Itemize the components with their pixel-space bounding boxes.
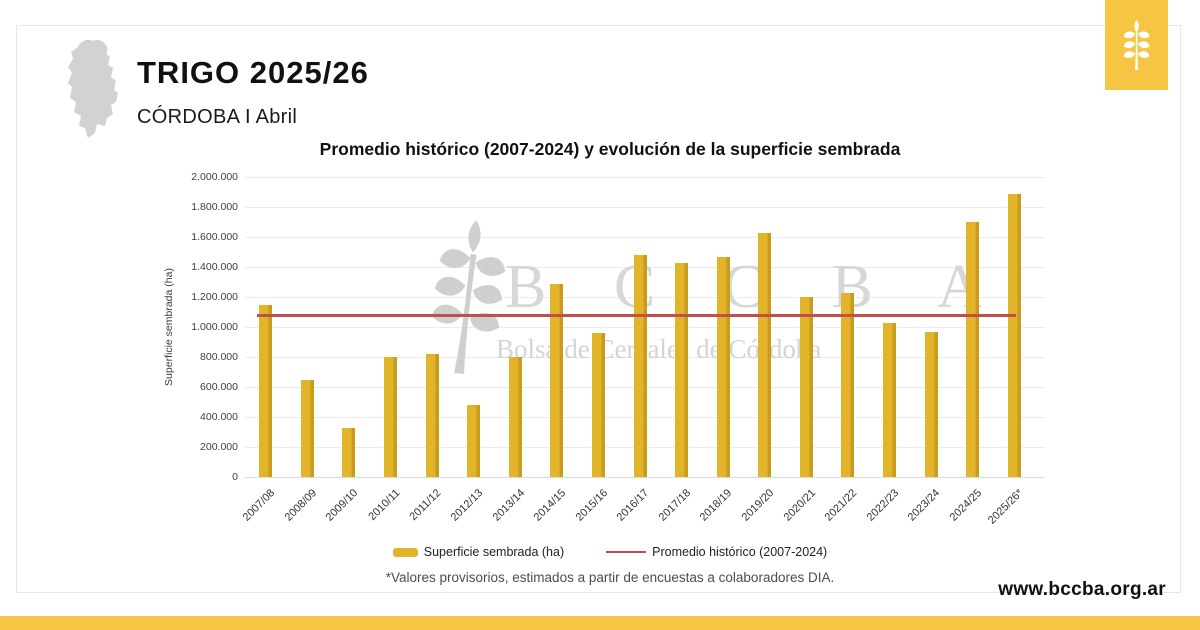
y-tick-label: 800.000 (200, 351, 238, 363)
page-subtitle: CÓRDOBA I Abril (137, 106, 298, 128)
y-tick-label: 1.600.000 (191, 231, 238, 243)
x-tick-label: 2008/09 (282, 487, 319, 524)
bottom-accent-strip (0, 616, 1200, 630)
bar-2017-18 (675, 263, 689, 477)
y-tick-label: 400.000 (200, 411, 238, 423)
bar-2025-26- (1007, 194, 1021, 477)
legend-item-line: Promedio histórico (2007-2024) (606, 545, 827, 559)
site-url: www.bccba.org.ar (998, 579, 1166, 600)
bar-2008-09 (300, 379, 314, 477)
y-axis-ticks: 0 200.000 400.000 600.000 800.000 1.000.000 1.… (150, 171, 238, 483)
gridline (245, 237, 1045, 238)
x-tick-label: 2018/19 (698, 487, 735, 524)
y-tick-label: 1.000.000 (191, 321, 238, 333)
gridline (245, 207, 1045, 208)
y-tick-label: 1.400.000 (191, 261, 238, 273)
cordoba-map-icon (58, 38, 120, 138)
chart-title: Promedio histórico (2007-2024) y evoluci… (319, 139, 901, 159)
bar-2022-23 (882, 322, 896, 477)
x-tick-label: 2020/21 (781, 487, 818, 524)
bar-2016-17 (633, 255, 647, 477)
x-tick-label: 2025/26* (986, 487, 1026, 527)
legend-item-bars: Superficie sembrada (ha) (392, 545, 565, 559)
bar-swatch (392, 547, 418, 557)
x-axis-labels: 2007/08 2008/09 2009/10 2010/11 2011/12 2012/… (241, 483, 1035, 535)
bar-2019-20 (758, 232, 772, 477)
x-tick-label: 2010/11 (365, 487, 403, 524)
legend-label-line: Promedio histórico (2007-2024) (652, 545, 828, 559)
line-swatch (606, 550, 647, 554)
gridline (245, 177, 1045, 178)
card-frame (16, 25, 1181, 593)
chart-legend: Superficie sembrada (ha) Promedio histór… (190, 545, 1030, 559)
x-tick-label: 2012/13 (448, 487, 486, 524)
x-tick-label: 2017/18 (656, 487, 694, 524)
x-tick-label: 2013/14 (490, 487, 527, 524)
y-tick-label: 2.000.000 (191, 171, 238, 183)
bar-2007-08 (259, 304, 273, 477)
y-tick-label: 0 (232, 471, 238, 483)
bar-2021-22 (841, 292, 855, 477)
y-tick-label: 200.000 (200, 441, 238, 453)
wheat-icon (1123, 20, 1149, 70)
x-tick-label: 2022/23 (864, 487, 901, 524)
bar-2020-21 (799, 297, 813, 477)
x-tick-label: 2023/24 (905, 487, 943, 524)
x-tick-label: 2024/25 (947, 487, 985, 524)
bar-2014-15 (550, 283, 564, 477)
bar-2023-24 (924, 331, 938, 477)
average-line (256, 314, 1017, 317)
x-tick-label: 2011/12 (407, 487, 444, 524)
bar-series (245, 177, 1035, 477)
x-tick-label: 2016/17 (614, 487, 652, 524)
gridline (245, 477, 1045, 478)
x-tick-label: 2019/20 (739, 487, 777, 524)
bar-2010-11 (384, 357, 398, 477)
x-tick-label: 2015/16 (573, 487, 610, 524)
bar-2013-14 (508, 357, 522, 477)
page-title: TRIGO 2025/26 (137, 55, 369, 90)
x-tick-label: 2009/10 (323, 487, 361, 524)
legend-label-bars: Superficie sembrada (ha) (423, 545, 565, 559)
x-tick-label: 2014/15 (531, 487, 569, 524)
bar-2015-16 (591, 333, 605, 477)
bar-2009-10 (342, 427, 356, 477)
x-tick-label: 2007/08 (240, 487, 278, 524)
bar-2011-12 (425, 354, 439, 477)
y-tick-label: 1.200.000 (191, 291, 238, 303)
corner-accent (1105, 0, 1168, 90)
bar-2024-25 (966, 222, 980, 477)
bar-2018-19 (716, 256, 730, 477)
x-tick-label: 2021/22 (822, 487, 860, 524)
footnote: *Valores provisorios, estimados a partir… (385, 570, 835, 585)
y-tick-label: 1.800.000 (191, 201, 238, 213)
y-tick-label: 600.000 (200, 381, 238, 393)
bar-2012-13 (467, 405, 481, 477)
